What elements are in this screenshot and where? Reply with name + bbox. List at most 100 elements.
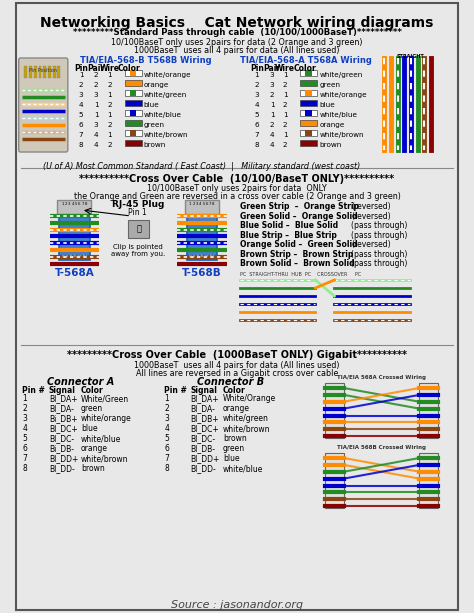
- Text: PC  STRAIGHT-THRU  HUB  PC    CROSSOVER     PC: PC STRAIGHT-THRU HUB PC CROSSOVER PC: [240, 272, 361, 277]
- Bar: [129, 130, 137, 136]
- Text: 1: 1: [107, 132, 112, 138]
- Text: 8: 8: [164, 464, 169, 473]
- Text: white/brown: white/brown: [223, 424, 270, 433]
- Bar: [187, 212, 217, 260]
- Text: green: green: [223, 444, 245, 453]
- Bar: [125, 120, 142, 126]
- Text: Pin: Pin: [74, 64, 88, 73]
- Text: Pin #: Pin #: [164, 386, 187, 395]
- Text: 1: 1: [270, 102, 274, 108]
- Text: blue: blue: [81, 424, 98, 433]
- Text: Source : jasonandor.org: Source : jasonandor.org: [171, 600, 303, 610]
- Text: orange: orange: [223, 404, 250, 413]
- Text: T-568A: T-568A: [55, 268, 94, 278]
- Bar: [38, 66, 41, 78]
- Text: Signal: Signal: [191, 386, 218, 395]
- Text: *********Cross Over Cable  (1000BaseT ONLY) Gigabit**********: *********Cross Over Cable (1000BaseT ONL…: [67, 350, 407, 360]
- Text: white/orange: white/orange: [144, 72, 191, 78]
- Text: blue: blue: [223, 454, 239, 463]
- Text: 2: 2: [283, 142, 288, 148]
- Bar: [125, 110, 142, 116]
- Text: orange: orange: [319, 122, 345, 128]
- Text: 8: 8: [22, 464, 27, 473]
- Text: **********Cross Over Cable  (10/100/BaseT ONLY)**********: **********Cross Over Cable (10/100/BaseT…: [80, 174, 394, 184]
- Text: 8: 8: [79, 142, 83, 148]
- Text: Wire: Wire: [100, 64, 119, 73]
- Text: (pass through): (pass through): [351, 259, 408, 268]
- Text: ⬛: ⬛: [136, 224, 141, 234]
- Bar: [301, 110, 317, 116]
- Text: Pair: Pair: [88, 64, 105, 73]
- Text: 2: 2: [283, 122, 288, 128]
- Text: TIA/EIA 568B Crossed Wiring: TIA/EIA 568B Crossed Wiring: [337, 445, 426, 450]
- Text: 7: 7: [164, 454, 169, 463]
- Text: 1000BaseT  uses all 4 pairs for data (All lines used): 1000BaseT uses all 4 pairs for data (All…: [134, 46, 340, 55]
- Text: 4: 4: [79, 102, 83, 108]
- Text: 1: 1: [107, 92, 112, 98]
- Text: blue: blue: [144, 102, 159, 108]
- Text: 2: 2: [94, 72, 99, 78]
- Text: 4: 4: [270, 142, 274, 148]
- Text: T-568B: T-568B: [182, 268, 222, 278]
- Text: 10/100BaseT only uses 2pairs for data  ONLY: 10/100BaseT only uses 2pairs for data ON…: [147, 184, 327, 193]
- Text: 5: 5: [202, 202, 205, 206]
- Text: 5: 5: [255, 112, 259, 118]
- Text: 7: 7: [22, 454, 27, 463]
- Bar: [48, 66, 51, 78]
- Text: 2: 2: [107, 142, 112, 148]
- Text: (U of A) Most Common Standard ( East Coast)  |   Military standard (west coast): (U of A) Most Common Standard ( East Coa…: [44, 162, 361, 171]
- Bar: [305, 70, 312, 76]
- Text: the Orange and Green are reversed in a cross over cable (2 Orange and 3 green): the Orange and Green are reversed in a c…: [73, 192, 401, 201]
- Text: 5: 5: [79, 112, 83, 118]
- Text: BI_DC+: BI_DC+: [49, 424, 78, 433]
- Text: 6: 6: [164, 444, 169, 453]
- Text: white/brown: white/brown: [319, 132, 364, 138]
- Text: All lines are reversed in a Gigabit cross over cable: All lines are reversed in a Gigabit cros…: [136, 369, 338, 378]
- Text: white/orange: white/orange: [81, 414, 132, 423]
- Text: TIA/EIA-568-A T568A Wiring: TIA/EIA-568-A T568A Wiring: [240, 56, 372, 65]
- Text: white/green: white/green: [144, 92, 187, 98]
- Text: 4: 4: [94, 132, 99, 138]
- Text: 4: 4: [94, 142, 99, 148]
- Bar: [185, 200, 219, 214]
- Text: Color: Color: [294, 64, 317, 73]
- Text: 3: 3: [68, 202, 71, 206]
- Bar: [301, 70, 317, 76]
- Text: Color: Color: [81, 386, 104, 395]
- Text: white/orange: white/orange: [319, 92, 367, 98]
- Text: 1: 1: [61, 202, 64, 206]
- Text: Color: Color: [118, 64, 141, 73]
- Text: BI_DC+: BI_DC+: [191, 424, 219, 433]
- Text: (reversed): (reversed): [351, 202, 391, 211]
- Text: Pair: Pair: [264, 64, 281, 73]
- Text: 4: 4: [164, 424, 169, 433]
- Text: white/brown: white/brown: [144, 132, 188, 138]
- Text: BI_DD+: BI_DD+: [49, 454, 78, 463]
- Text: 1: 1: [164, 394, 169, 403]
- Text: BI_DD-: BI_DD-: [191, 464, 217, 473]
- Text: 1: 1: [107, 112, 112, 118]
- Text: 4: 4: [199, 202, 201, 206]
- Text: white/green: white/green: [319, 72, 363, 78]
- Text: 1: 1: [283, 72, 288, 78]
- Text: 1: 1: [283, 132, 288, 138]
- Text: Pin 1: Pin 1: [128, 208, 147, 217]
- Text: 5: 5: [22, 434, 27, 443]
- Text: 1: 1: [79, 72, 83, 78]
- Bar: [57, 66, 60, 78]
- Text: 2: 2: [94, 82, 99, 88]
- Bar: [125, 70, 142, 76]
- Bar: [419, 453, 438, 508]
- Text: 2: 2: [79, 82, 83, 88]
- Text: green: green: [319, 82, 340, 88]
- Text: Green Solid –  Orange Solid: Green Solid – Orange Solid: [240, 211, 357, 221]
- Text: BI_DA-: BI_DA-: [49, 404, 74, 413]
- Text: 2: 2: [255, 82, 259, 88]
- Text: orange: orange: [144, 82, 169, 88]
- Text: 5: 5: [164, 434, 169, 443]
- Bar: [129, 70, 137, 76]
- Text: brown: brown: [319, 142, 341, 148]
- Bar: [301, 120, 317, 126]
- Text: 2: 2: [270, 92, 274, 98]
- Bar: [301, 130, 317, 136]
